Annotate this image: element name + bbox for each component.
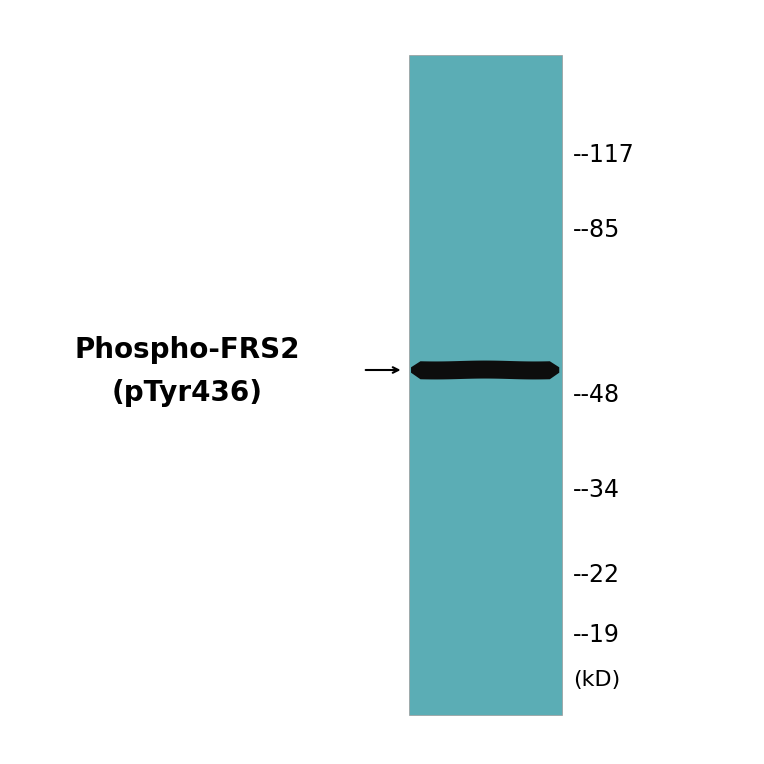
Text: --48: --48 (573, 383, 620, 407)
Text: Phospho-FRS2: Phospho-FRS2 (74, 336, 300, 364)
Polygon shape (411, 361, 559, 380)
Text: --117: --117 (573, 143, 635, 167)
Text: (kD): (kD) (573, 670, 620, 690)
Bar (409, 55, 562, 715)
Text: --19: --19 (573, 623, 620, 647)
Text: --85: --85 (573, 218, 620, 242)
Text: --22: --22 (573, 563, 620, 587)
Text: (pTyr436): (pTyr436) (112, 379, 263, 407)
Text: --34: --34 (573, 478, 620, 502)
